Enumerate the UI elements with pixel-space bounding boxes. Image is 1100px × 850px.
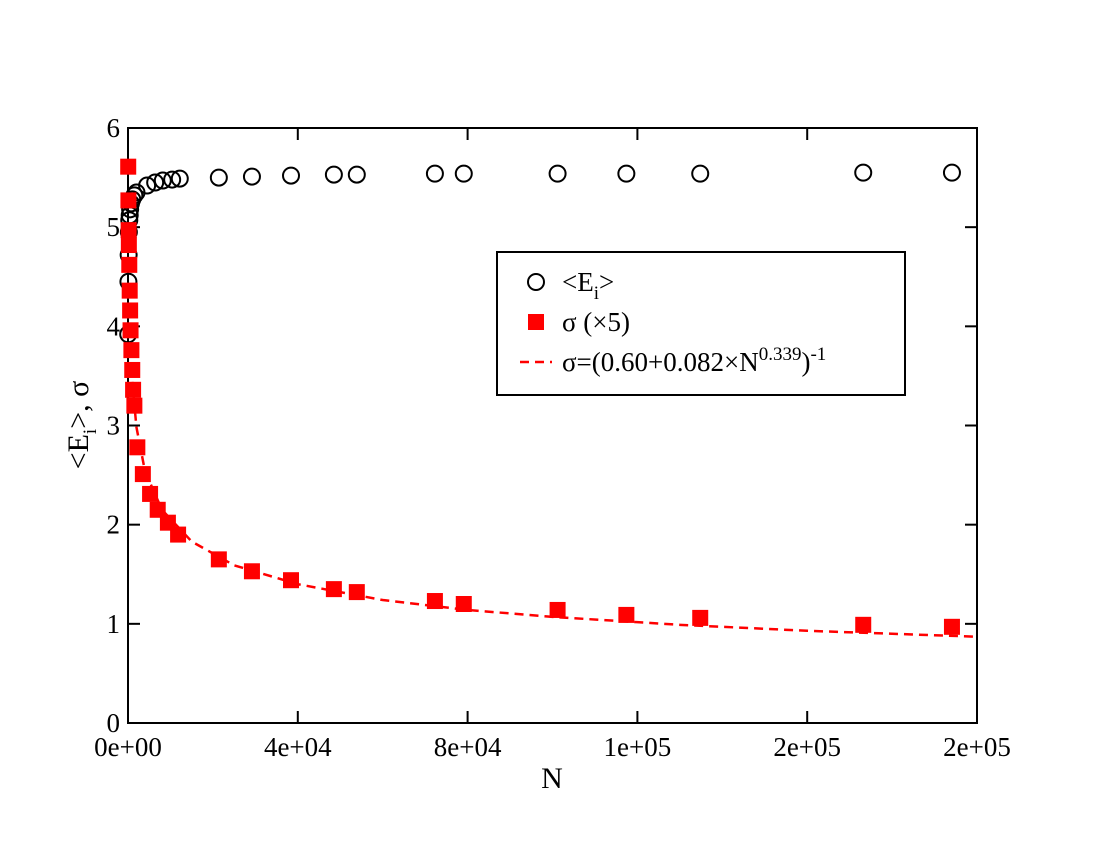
legend-marker [528,314,544,330]
y-axis-label: <Ei>, σ [62,381,101,470]
point [163,170,182,189]
text-part: i [594,283,599,304]
point [691,164,710,183]
text-part: i [80,429,101,434]
y-tick-label: 5 [107,212,121,242]
x-tick-label: 2e+05 [943,732,1011,762]
point [454,164,473,183]
point [943,618,960,635]
point [120,158,137,175]
point [617,164,636,183]
x-tick-label: 1e+05 [604,732,672,762]
point [129,439,146,456]
point [153,171,172,190]
text-part: σ (×5) [562,307,630,337]
point [618,606,635,623]
text-part: 0.339 [759,344,802,365]
text-part: <E [62,434,95,469]
point [120,237,137,254]
x-tick-label: 8e+04 [434,732,502,762]
point [138,176,157,195]
point [854,163,873,182]
point [347,165,366,184]
text-part: >, σ [62,381,95,429]
point [942,163,961,182]
y-tick-label: 1 [107,609,121,639]
text-part: σ=(0.60+0.082×N [562,347,759,377]
x-tick-label: 0e+00 [94,732,162,762]
y-tick-label: 6 [107,113,121,143]
x-tick-label: 4e+04 [264,732,332,762]
point [142,485,159,502]
legend-label: <Ei> [562,267,614,304]
fit-line [131,381,978,638]
legend-marker [527,273,545,291]
point [324,165,343,184]
point [325,581,342,598]
point [123,342,140,359]
point [170,169,189,188]
text-part: ) [801,347,810,377]
x-tick-label: 2e+05 [773,732,841,762]
point [120,192,137,209]
point [282,166,301,185]
point [209,168,228,187]
text-part: -1 [810,344,826,365]
point [134,466,151,483]
point [425,164,444,183]
x-axis-label: N [541,762,563,795]
point [692,609,709,626]
point [348,584,365,601]
point [855,616,872,633]
point [242,167,261,186]
legend-label: σ=(0.60+0.082×N0.339)-1 [562,344,826,377]
point [122,302,139,319]
text-part: <E [562,267,594,297]
point [122,322,139,339]
point [149,501,166,518]
point [146,173,165,192]
point [124,361,141,378]
point [549,601,566,618]
point [170,526,187,543]
legend-box [496,251,906,396]
point [120,222,137,239]
y-tick-label: 2 [107,510,121,540]
y-tick-label: 3 [107,411,121,441]
y-tick-label: 0 [107,708,121,738]
point [121,256,138,273]
y-tick-label: 4 [107,311,121,341]
point [548,164,567,183]
legend-label: σ (×5) [562,307,630,337]
text-part: > [599,267,614,297]
point [121,282,138,299]
